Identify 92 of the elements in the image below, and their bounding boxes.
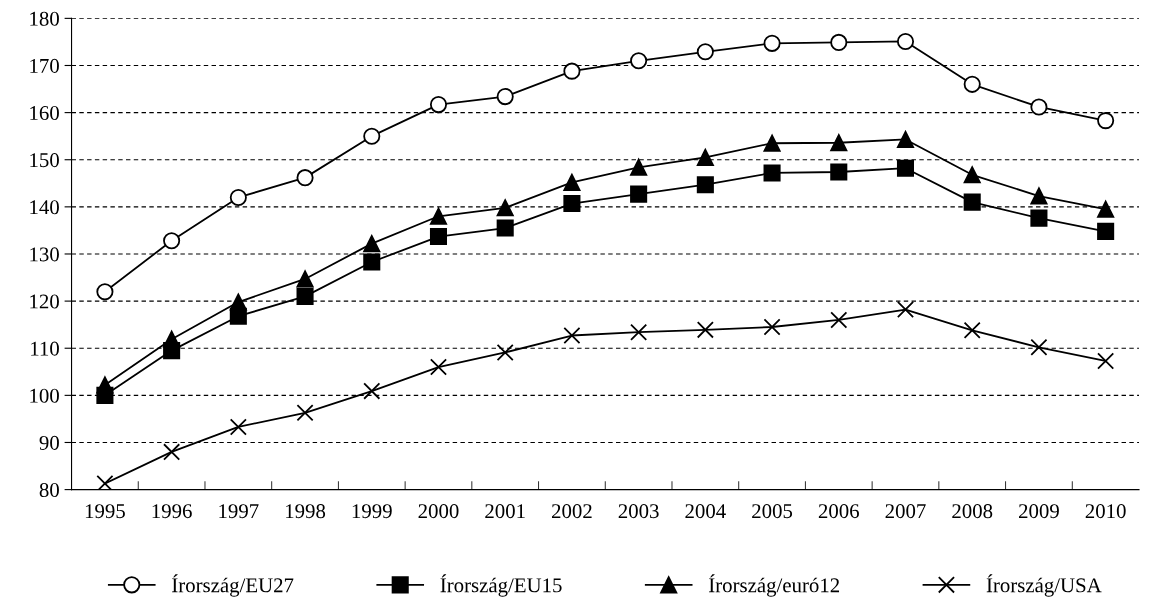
point: [896, 32, 915, 50]
y-tick-label: 130: [30, 247, 59, 262]
x-tick-label: 2010: [1085, 504, 1126, 519]
x-tick-label: 1997: [219, 504, 259, 519]
point: [563, 326, 581, 345]
point: [763, 34, 781, 52]
point: [563, 173, 581, 191]
point: [296, 287, 314, 305]
point: [563, 195, 581, 213]
point: [763, 164, 781, 182]
y-tick-label: 140: [30, 200, 59, 215]
point: [429, 207, 448, 225]
x-tick-label: 2009: [1019, 504, 1059, 519]
x-tick-label: 1995: [85, 504, 125, 519]
x-tick-label: 2006: [818, 504, 859, 519]
x-tick-label: 2000: [418, 504, 459, 519]
point: [963, 75, 981, 93]
point: [496, 343, 514, 362]
legend-label: Írország/EU15: [440, 574, 562, 597]
point: [630, 185, 648, 203]
point: [496, 219, 514, 237]
y-tick-label: 120: [30, 294, 59, 309]
point: [229, 418, 247, 436]
y-tick-label: 170: [30, 58, 59, 73]
point: [296, 169, 314, 187]
x-tick-label: 2008: [952, 504, 993, 519]
point: [429, 96, 448, 114]
legend-label: Írország/USA: [986, 574, 1102, 597]
x-tick-label: 2007: [885, 504, 926, 519]
point: [496, 199, 514, 217]
point: [496, 88, 514, 106]
point: [830, 311, 848, 329]
point: [763, 134, 781, 152]
x-tick-label: 2002: [552, 504, 592, 519]
x-tick-label: 2003: [618, 504, 659, 519]
point: [1097, 112, 1115, 130]
x-tick-label: 1999: [352, 504, 392, 519]
x-tick-label: 1996: [152, 504, 192, 519]
point: [1030, 338, 1048, 356]
y-tick-label: 160: [30, 105, 59, 121]
point: [830, 163, 848, 181]
point: [696, 176, 714, 194]
point: [563, 62, 581, 80]
point: [763, 318, 781, 336]
point: [96, 474, 114, 490]
point: [896, 159, 915, 177]
point: [229, 293, 247, 311]
y-tick-label: 100: [30, 388, 59, 403]
point: [630, 323, 648, 341]
point: [1030, 187, 1048, 205]
point: [1097, 352, 1115, 370]
point: [1030, 209, 1048, 227]
point: [296, 270, 314, 288]
point: [1097, 222, 1115, 240]
y-tick-label: 80: [39, 482, 59, 498]
point: [96, 283, 114, 301]
point: [896, 130, 915, 149]
point: [163, 443, 181, 461]
y-tick-label: 150: [30, 153, 59, 168]
y-tick-label: 110: [31, 341, 59, 356]
point: [896, 301, 915, 319]
legend-label: Írország/euró12: [709, 574, 840, 597]
legend-label: Írország/EU27: [172, 574, 294, 597]
point: [1097, 200, 1115, 218]
point: [696, 321, 714, 339]
point: [830, 33, 848, 51]
point: [963, 321, 981, 339]
x-tick-label: 2005: [752, 504, 793, 519]
point: [963, 166, 981, 184]
point: [363, 253, 381, 271]
point: [163, 330, 181, 348]
point: [429, 358, 448, 376]
x-tick-label: 2004: [685, 504, 726, 519]
point: [96, 376, 114, 394]
point: [363, 382, 381, 400]
point: [630, 158, 648, 176]
point: [1030, 98, 1048, 116]
point: [163, 232, 181, 250]
point: [296, 404, 314, 422]
y-tick-label: 180: [30, 11, 59, 26]
x-tick-label: 2001: [485, 504, 525, 519]
point: [630, 52, 648, 70]
point: [363, 127, 381, 145]
point: [963, 193, 981, 211]
point: [363, 235, 381, 253]
point: [696, 148, 714, 166]
point: [229, 188, 247, 206]
point: [429, 228, 448, 246]
y-tick-label: 90: [39, 435, 59, 450]
point: [696, 43, 714, 61]
point: [830, 134, 848, 152]
x-tick-label: 1998: [286, 504, 326, 519]
